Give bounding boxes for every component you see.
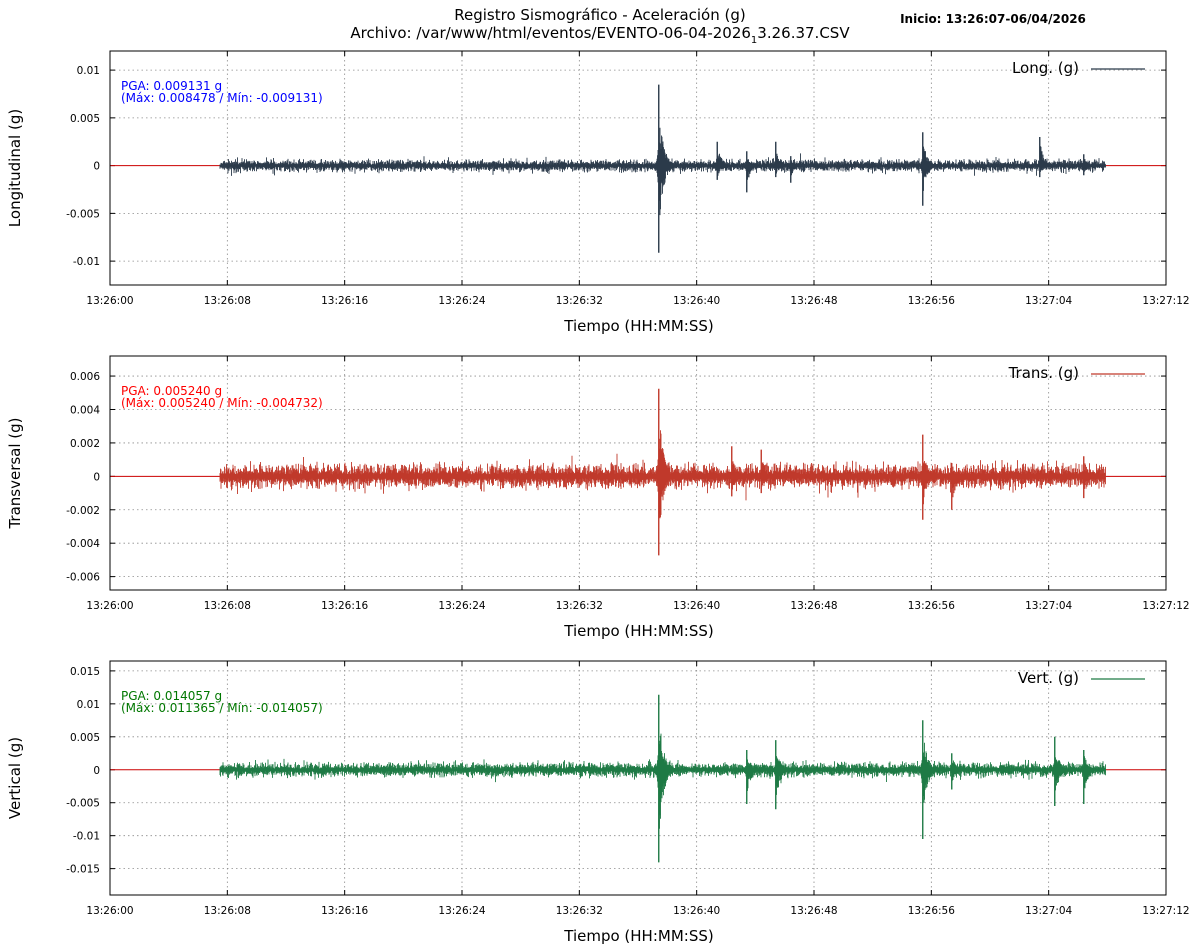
legend-label: Vert. (g) [1018,669,1079,687]
x-tick-label: 13:26:08 [204,600,251,612]
y-tick-label: -0.015 [66,864,100,876]
y-tick-label: 0 [93,765,100,777]
x-axis-label: Tiempo (HH:MM:SS) [563,317,713,335]
y-tick-label: 0.004 [70,404,100,416]
x-tick-label: 13:26:00 [86,295,133,307]
legend-label: Long. (g) [1012,59,1079,77]
plot-frame [109,660,1167,896]
y-tick-label: 0.002 [70,438,100,450]
pga-range-label: (Máx: 0.011365 / Mín: -0.014057) [121,701,323,715]
x-tick-label: 13:26:16 [321,295,368,307]
x-tick-label: 13:27:04 [1025,905,1072,917]
x-tick-label: 13:26:24 [438,295,485,307]
x-tick-label: 13:26:24 [438,600,485,612]
pga-label: PGA: 0.014057 g [121,689,222,703]
x-tick-label: 13:27:12 [1142,905,1189,917]
file-path-suffix: 3.26.37.CSV [757,24,850,42]
x-tick-label: 13:26:00 [86,905,133,917]
x-axis-label: Tiempo (HH:MM:SS) [563,622,713,640]
y-tick-label: -0.01 [73,831,100,843]
x-tick-label: 13:26:16 [321,905,368,917]
x-tick-label: 13:26:32 [556,600,603,612]
y-tick-label: 0.005 [70,732,100,744]
panel-3: 0.015 0.01 0.005 0 -0.005 -0.01 -0.015 13:26:00… [6,660,1190,945]
x-tick-label: 13:26:48 [790,600,837,612]
pga-range-label: (Máx: 0.005240 / Mín: -0.004732) [121,396,323,410]
x-tick-label: 13:26:32 [556,295,603,307]
signal-trace [219,84,1106,253]
y-tick-label: -0.002 [66,505,100,517]
panels: 0.01 0.005 0 -0.005 -0.01 13:26:00 13:26:08 13:… [6,50,1190,945]
file-path-prefix: Archivo: /var/www/html/eventos/EVENTO-06… [350,24,751,42]
y-tick-label: 0 [93,161,100,173]
x-tick-label: 13:26:56 [908,600,955,612]
x-tick-label: 13:26:40 [673,600,720,612]
y-axis-label: Transversal (g) [6,417,24,529]
pga-label: PGA: 0.009131 g [121,79,222,93]
y-tick-label: -0.01 [73,256,100,268]
pga-label: PGA: 0.005240 g [121,384,222,398]
file-path-subscript: 1 [751,35,757,46]
x-tick-label: 13:26:40 [673,295,720,307]
chart-subtitle: Archivo: /var/www/html/eventos/EVENTO-06… [350,24,850,46]
x-axis-label: Tiempo (HH:MM:SS) [563,927,713,945]
x-tick-label: 13:26:16 [321,600,368,612]
x-tick-label: 13:26:24 [438,905,485,917]
x-tick-label: 13:27:04 [1025,295,1072,307]
x-tick-label: 13:26:56 [908,295,955,307]
y-tick-label: -0.006 [66,572,100,584]
x-tick-label: 13:26:08 [204,905,251,917]
y-tick-label: -0.004 [66,538,100,550]
plot-frame [109,355,1167,591]
legend-label: Trans. (g) [1008,364,1079,382]
y-tick-label: 0.01 [77,65,100,77]
y-axis-label: Longitudinal (g) [6,109,24,227]
chart-title: Registro Sismográfico - Aceleración (g) [454,6,745,24]
plot-frame [109,50,1167,286]
y-tick-label: -0.005 [66,798,100,810]
x-tick-label: 13:26:56 [908,905,955,917]
panel-2: 0.006 0.004 0.002 0 -0.002 -0.004 -0.006 13:26:… [6,355,1190,640]
x-tick-label: 13:27:12 [1142,295,1189,307]
x-tick-label: 13:26:40 [673,905,720,917]
y-tick-label: 0.005 [70,113,100,125]
y-tick-label: -0.005 [66,208,100,220]
y-tick-label: 0.015 [70,666,100,678]
pga-range-label: (Máx: 0.008478 / Mín: -0.009131) [121,91,323,105]
start-time-label: Inicio: 13:26:07-06/04/2026 [900,12,1086,26]
x-tick-label: 13:26:48 [790,905,837,917]
y-axis-label: Vertical (g) [6,737,24,819]
x-tick-label: 13:26:32 [556,905,603,917]
x-tick-label: 13:26:00 [86,600,133,612]
panel-1: 0.01 0.005 0 -0.005 -0.01 13:26:00 13:26:08 13:… [6,50,1190,335]
x-tick-label: 13:26:08 [204,295,251,307]
y-tick-label: 0 [93,471,100,483]
y-tick-label: 0.006 [70,371,100,383]
y-tick-label: 0.01 [77,699,100,711]
signal-trace [219,694,1106,863]
x-tick-label: 13:26:48 [790,295,837,307]
signal-trace [219,388,1106,556]
x-tick-label: 13:27:12 [1142,600,1189,612]
x-tick-label: 13:27:04 [1025,600,1072,612]
